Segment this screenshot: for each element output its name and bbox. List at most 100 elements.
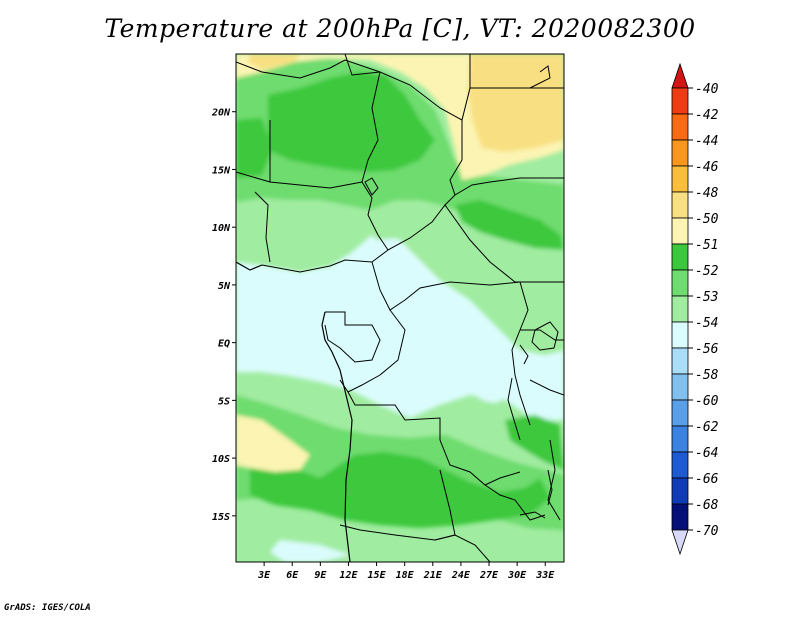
lake-albert [519,344,529,365]
lake-kariba [519,511,546,519]
border-congo-drc-north [371,261,521,311]
colorbar-label: -50 [695,212,719,227]
lake-chad [364,177,379,196]
lake-nile-northeast [529,65,551,89]
lon-tick-label: 3E [257,570,271,581]
colorbar-segment [671,425,689,453]
border-zambia [484,484,546,521]
colorbar-label: -66 [695,472,719,487]
border-nigeria-west [254,191,271,263]
lon-tick-label: 12E [339,570,358,581]
border-car-sudan [444,204,564,283]
field-region-pale-cyan-east [470,350,520,405]
colorbar-segment [671,165,689,193]
colorbar-segment [671,477,689,505]
grads-credit: GrADS: IGES/COLA [4,603,91,613]
border-nigeria-chad [361,71,381,236]
colorbar-label: -46 [695,160,719,175]
colorbar-segment [671,191,689,219]
lat-tick-label: 15S [212,512,230,523]
colorbar-label: -64 [695,446,718,461]
lat-tick-label: 20N [211,108,231,119]
lat-tick-label: EQ [218,339,230,350]
coastline-gulf-guinea [321,311,353,562]
colorbar-label: -70 [695,524,719,539]
lon-tick-label: 24E [451,570,471,581]
border-nigeria-north [236,171,363,189]
lon-tick-label: 30E [507,570,527,581]
lon-tick-label: 6E [286,570,299,581]
border-angola-namibia [339,524,436,541]
latitude-axis: 20N 15N 10N 5N EQ 5S 10S 15S [211,108,236,523]
border-drc-east [511,281,531,426]
field-region-tan-northwest [248,54,300,70]
lake-victoria [531,321,559,351]
colorbar-segment [671,347,689,375]
lon-tick-label: 15E [368,570,387,581]
colorbar-segment [671,139,689,167]
colorbar-segment [671,295,689,323]
colorbar-label: -56 [695,342,719,357]
border-gabon [324,311,381,363]
lakes [364,65,559,519]
lat-tick-label: 10N [212,223,231,234]
colorbar-label: -42 [695,108,719,123]
lat-tick-label: 5S [218,396,230,407]
field-region-dark-green-east [455,200,564,250]
border-uganda [520,329,564,341]
border-drc-angola [347,391,521,486]
field-region-pale-cyan-bottom [270,540,350,562]
border-tanzania [529,379,564,396]
map-frame [235,53,565,563]
colorbar-segment [671,399,689,427]
field-region-dark-green-northwest [236,118,272,178]
colorbar-segment [671,373,689,401]
colorbar-label: -44 [695,134,718,149]
lon-tick-label: 21E [423,570,443,581]
colorbar-segment [671,269,689,297]
colorbar-label: -40 [695,82,719,97]
temperature-field [236,54,564,562]
colorbar-label: -62 [695,420,719,435]
colorbar-over-arrow [671,62,689,89]
lat-tick-label: 5N [218,281,231,292]
border-north-algeria-niger [236,59,463,196]
colorbar-segment [671,87,689,115]
colorbar-label: -52 [695,264,719,279]
lon-tick-label: 9E [314,570,327,581]
lon-tick-label: 33E [535,570,555,581]
border-namibia-botswana [434,534,491,562]
lon-tick-label: 27E [479,570,499,581]
colorbar-label: -58 [695,368,719,383]
colorbar-segment [671,503,689,531]
field-region-tan-northeast [468,54,564,152]
colorbar-under-arrow [671,529,689,556]
border-cameroon-south [261,249,389,273]
colorbar-segment [671,113,689,141]
lat-tick-label: 10S [212,454,230,465]
map-title: Temperature at 200hPa [C], VT: 202008230… [104,14,696,43]
colorbar-label: -48 [695,186,719,201]
lake-malawi [547,469,553,506]
border-libya-chad [344,54,381,76]
border-cameroon-car [377,177,564,251]
colorbar: -40 -42 -44 -46 -48 -50 -51 -52 -53 -54 -56 -58 -60 -… [671,62,719,556]
longitude-axis: 3E 6E 9E 12E 15E 18E 21E 24E 27E 30E 33E [257,562,555,581]
lake-tanganyika [507,377,521,441]
colorbar-segment [671,451,689,479]
colorbar-label: -68 [695,498,719,513]
field-region-light-green-south [236,372,564,470]
country-borders [236,54,564,562]
lat-tick-label: 15N [212,165,231,176]
colorbar-label: -51 [695,238,718,253]
colorbar-segment [671,217,689,245]
coastline-west [236,261,263,271]
colorbar-segment [671,243,689,271]
field-region-dark-green-southeast [505,415,564,470]
field-region-dark-green-north [268,72,435,172]
field-region-yellow-southwest [236,415,310,472]
colorbar-label: -60 [695,394,719,409]
field-region-dark-green-south [250,452,550,528]
colorbar-label: -53 [695,290,718,305]
